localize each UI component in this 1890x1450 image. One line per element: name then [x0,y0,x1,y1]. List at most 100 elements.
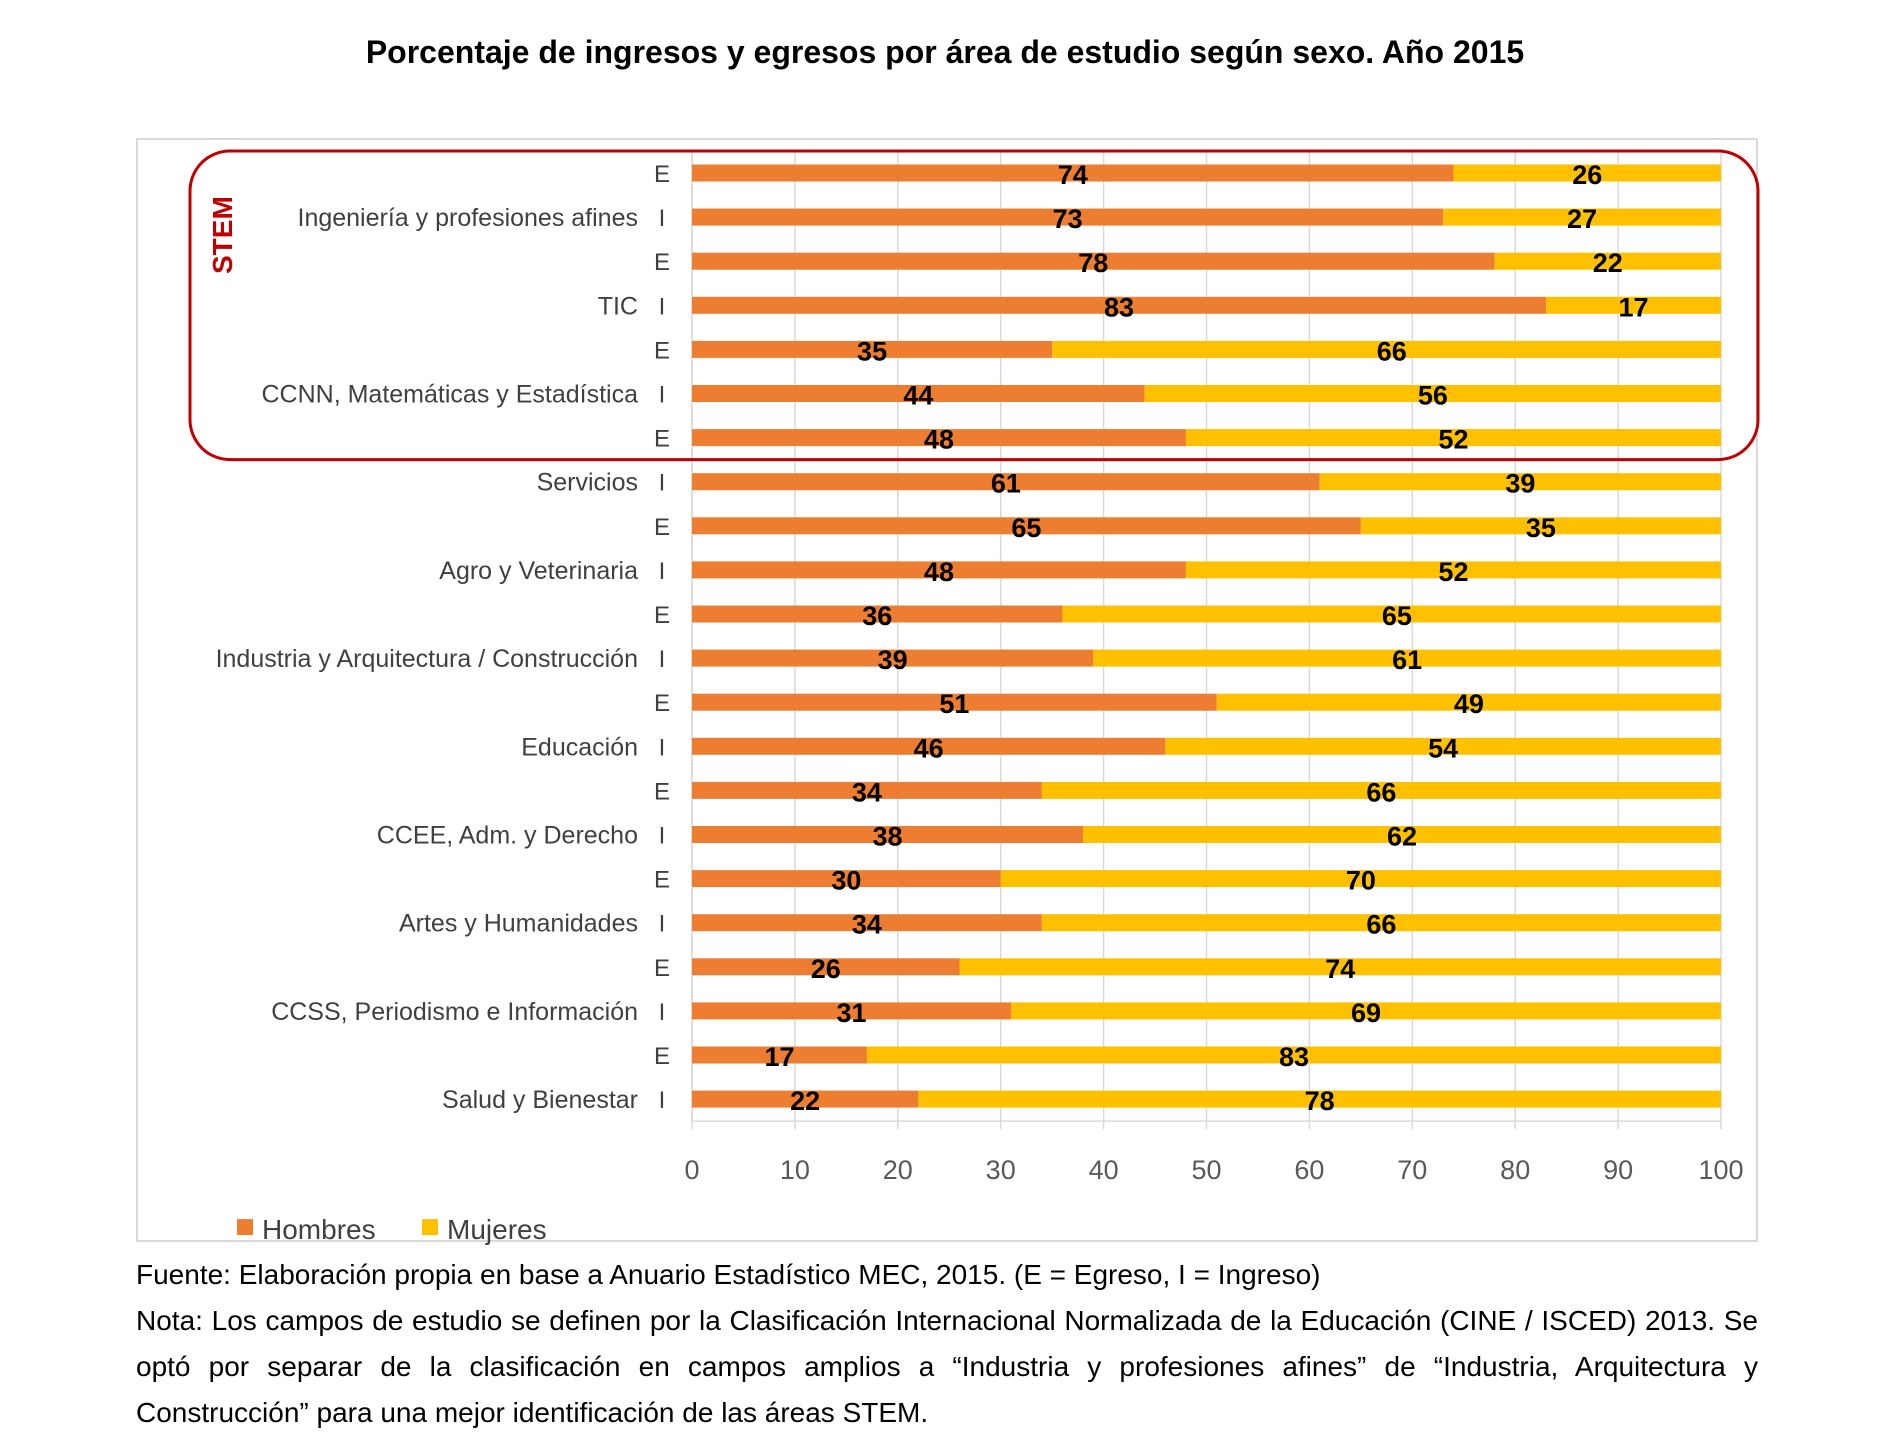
row-type-label: I [659,205,666,232]
chart-frame [136,138,1758,1242]
row-type-label: E [654,1043,670,1070]
data-label-mujeres: 69 [1351,998,1381,1028]
data-label-hombres: 83 [1104,292,1134,322]
x-tick-label: 80 [1500,1155,1530,1185]
row-type-label: E [654,426,670,453]
x-tick-label: 0 [684,1155,699,1185]
row-type-label: E [654,867,670,894]
data-label-mujeres: 39 [1505,469,1535,499]
data-label-hombres: 36 [862,601,892,631]
bar-mujeres [1494,252,1721,270]
data-label-hombres: 74 [1058,160,1088,190]
legend-swatch-hombres [237,1219,253,1236]
notes: Fuente: Elaboración propia en base a Anu… [136,1252,1758,1436]
bar-hombres [692,737,1166,755]
x-tick-label: 30 [986,1155,1016,1185]
data-label-hombres: 48 [924,425,954,455]
x-tick-label: 100 [1698,1155,1743,1185]
data-label-hombres: 44 [903,381,933,411]
bar-hombres [692,164,1454,182]
data-label-hombres: 51 [939,689,969,719]
bar-mujeres [1185,429,1721,447]
data-label-hombres: 31 [836,998,866,1028]
stem-highlight-box [188,149,1760,462]
bar-mujeres [918,1090,1721,1108]
bar-mujeres [1093,649,1721,667]
x-tick-label: 10 [780,1155,810,1185]
data-label-mujeres: 35 [1526,513,1556,543]
row-type-label: E [654,955,670,982]
bar-mujeres [1185,561,1721,579]
data-label-hombres: 78 [1078,248,1108,278]
data-label-hombres: 17 [764,1042,794,1072]
bar-mujeres [1041,781,1721,799]
data-label-hombres: 35 [857,336,887,366]
row-type-label: I [659,293,666,320]
row-type-label: I [659,470,666,497]
bar-mujeres [1319,473,1721,491]
bar-hombres [692,517,1361,535]
category-label: Artes y Humanidades [399,910,638,938]
data-label-mujeres: 56 [1418,381,1448,411]
data-label-mujeres: 66 [1377,336,1407,366]
x-tick-label: 70 [1397,1155,1427,1185]
source-note: Fuente: Elaboración propia en base a Anu… [136,1259,1321,1290]
data-label-hombres: 30 [831,866,861,896]
data-label-mujeres: 26 [1572,160,1602,190]
bar-hombres [692,561,1186,579]
category-label: Educación [521,733,638,761]
data-label-mujeres: 22 [1593,248,1623,278]
bar-mujeres [1546,296,1721,314]
row-type-label: I [659,734,666,761]
bar-hombres [692,1090,919,1108]
category-label: CCSS, Periodismo e Información [271,998,638,1026]
data-label-hombres: 26 [811,954,841,984]
data-label-hombres: 48 [924,557,954,587]
data-label-mujeres: 66 [1366,910,1396,940]
x-tick-label: 40 [1089,1155,1119,1185]
bar-mujeres [1443,208,1721,226]
data-label-mujeres: 61 [1392,645,1422,675]
row-type-label: E [654,514,670,541]
data-label-mujeres: 49 [1454,689,1484,719]
row-type-label: I [659,382,666,409]
x-tick-label: 20 [883,1155,913,1185]
category-label: Ingeniería y profesiones afines [298,204,639,232]
category-label: Servicios [537,469,638,497]
bar-mujeres [1041,914,1721,932]
bar-mujeres [1052,340,1721,358]
bar-mujeres [1083,826,1721,843]
data-label-hombres: 46 [914,733,944,763]
data-label-mujeres: 62 [1387,822,1417,852]
row-type-label: E [654,337,670,364]
row-type-label: I [659,823,666,850]
data-label-mujeres: 70 [1346,866,1376,896]
data-label-mujeres: 74 [1325,954,1355,984]
bar-mujeres [1010,1002,1721,1020]
data-label-hombres: 34 [852,910,882,940]
bar-hombres [692,252,1495,270]
data-label-mujeres: 83 [1279,1042,1309,1072]
bar-hombres [692,429,1186,447]
legend-label-hombres: Hombres [262,1214,376,1245]
category-label: CCNN, Matemáticas y Estadística [262,381,639,409]
row-type-label: I [659,646,666,673]
data-label-mujeres: 17 [1619,292,1649,322]
row-type-label: E [654,161,670,188]
x-tick-label: 50 [1191,1155,1221,1185]
bar-hombres [692,1002,1011,1020]
data-label-hombres: 61 [991,469,1021,499]
row-type-label: E [654,690,670,717]
definition-note: Nota: Los campos de estudio se definen p… [136,1305,1758,1428]
bar-hombres [692,296,1547,314]
x-tick-label: 60 [1294,1155,1324,1185]
bar-mujeres [1360,517,1721,535]
category-label: Industria y Arquitectura / Construcción [216,645,638,673]
bar-hombres [692,914,1042,932]
row-type-label: E [654,778,670,805]
bar-mujeres [1453,164,1721,182]
bar-hombres [692,208,1444,226]
data-label-mujeres: 66 [1366,777,1396,807]
bar-mujeres [1216,693,1721,711]
bar-hombres [692,649,1094,667]
